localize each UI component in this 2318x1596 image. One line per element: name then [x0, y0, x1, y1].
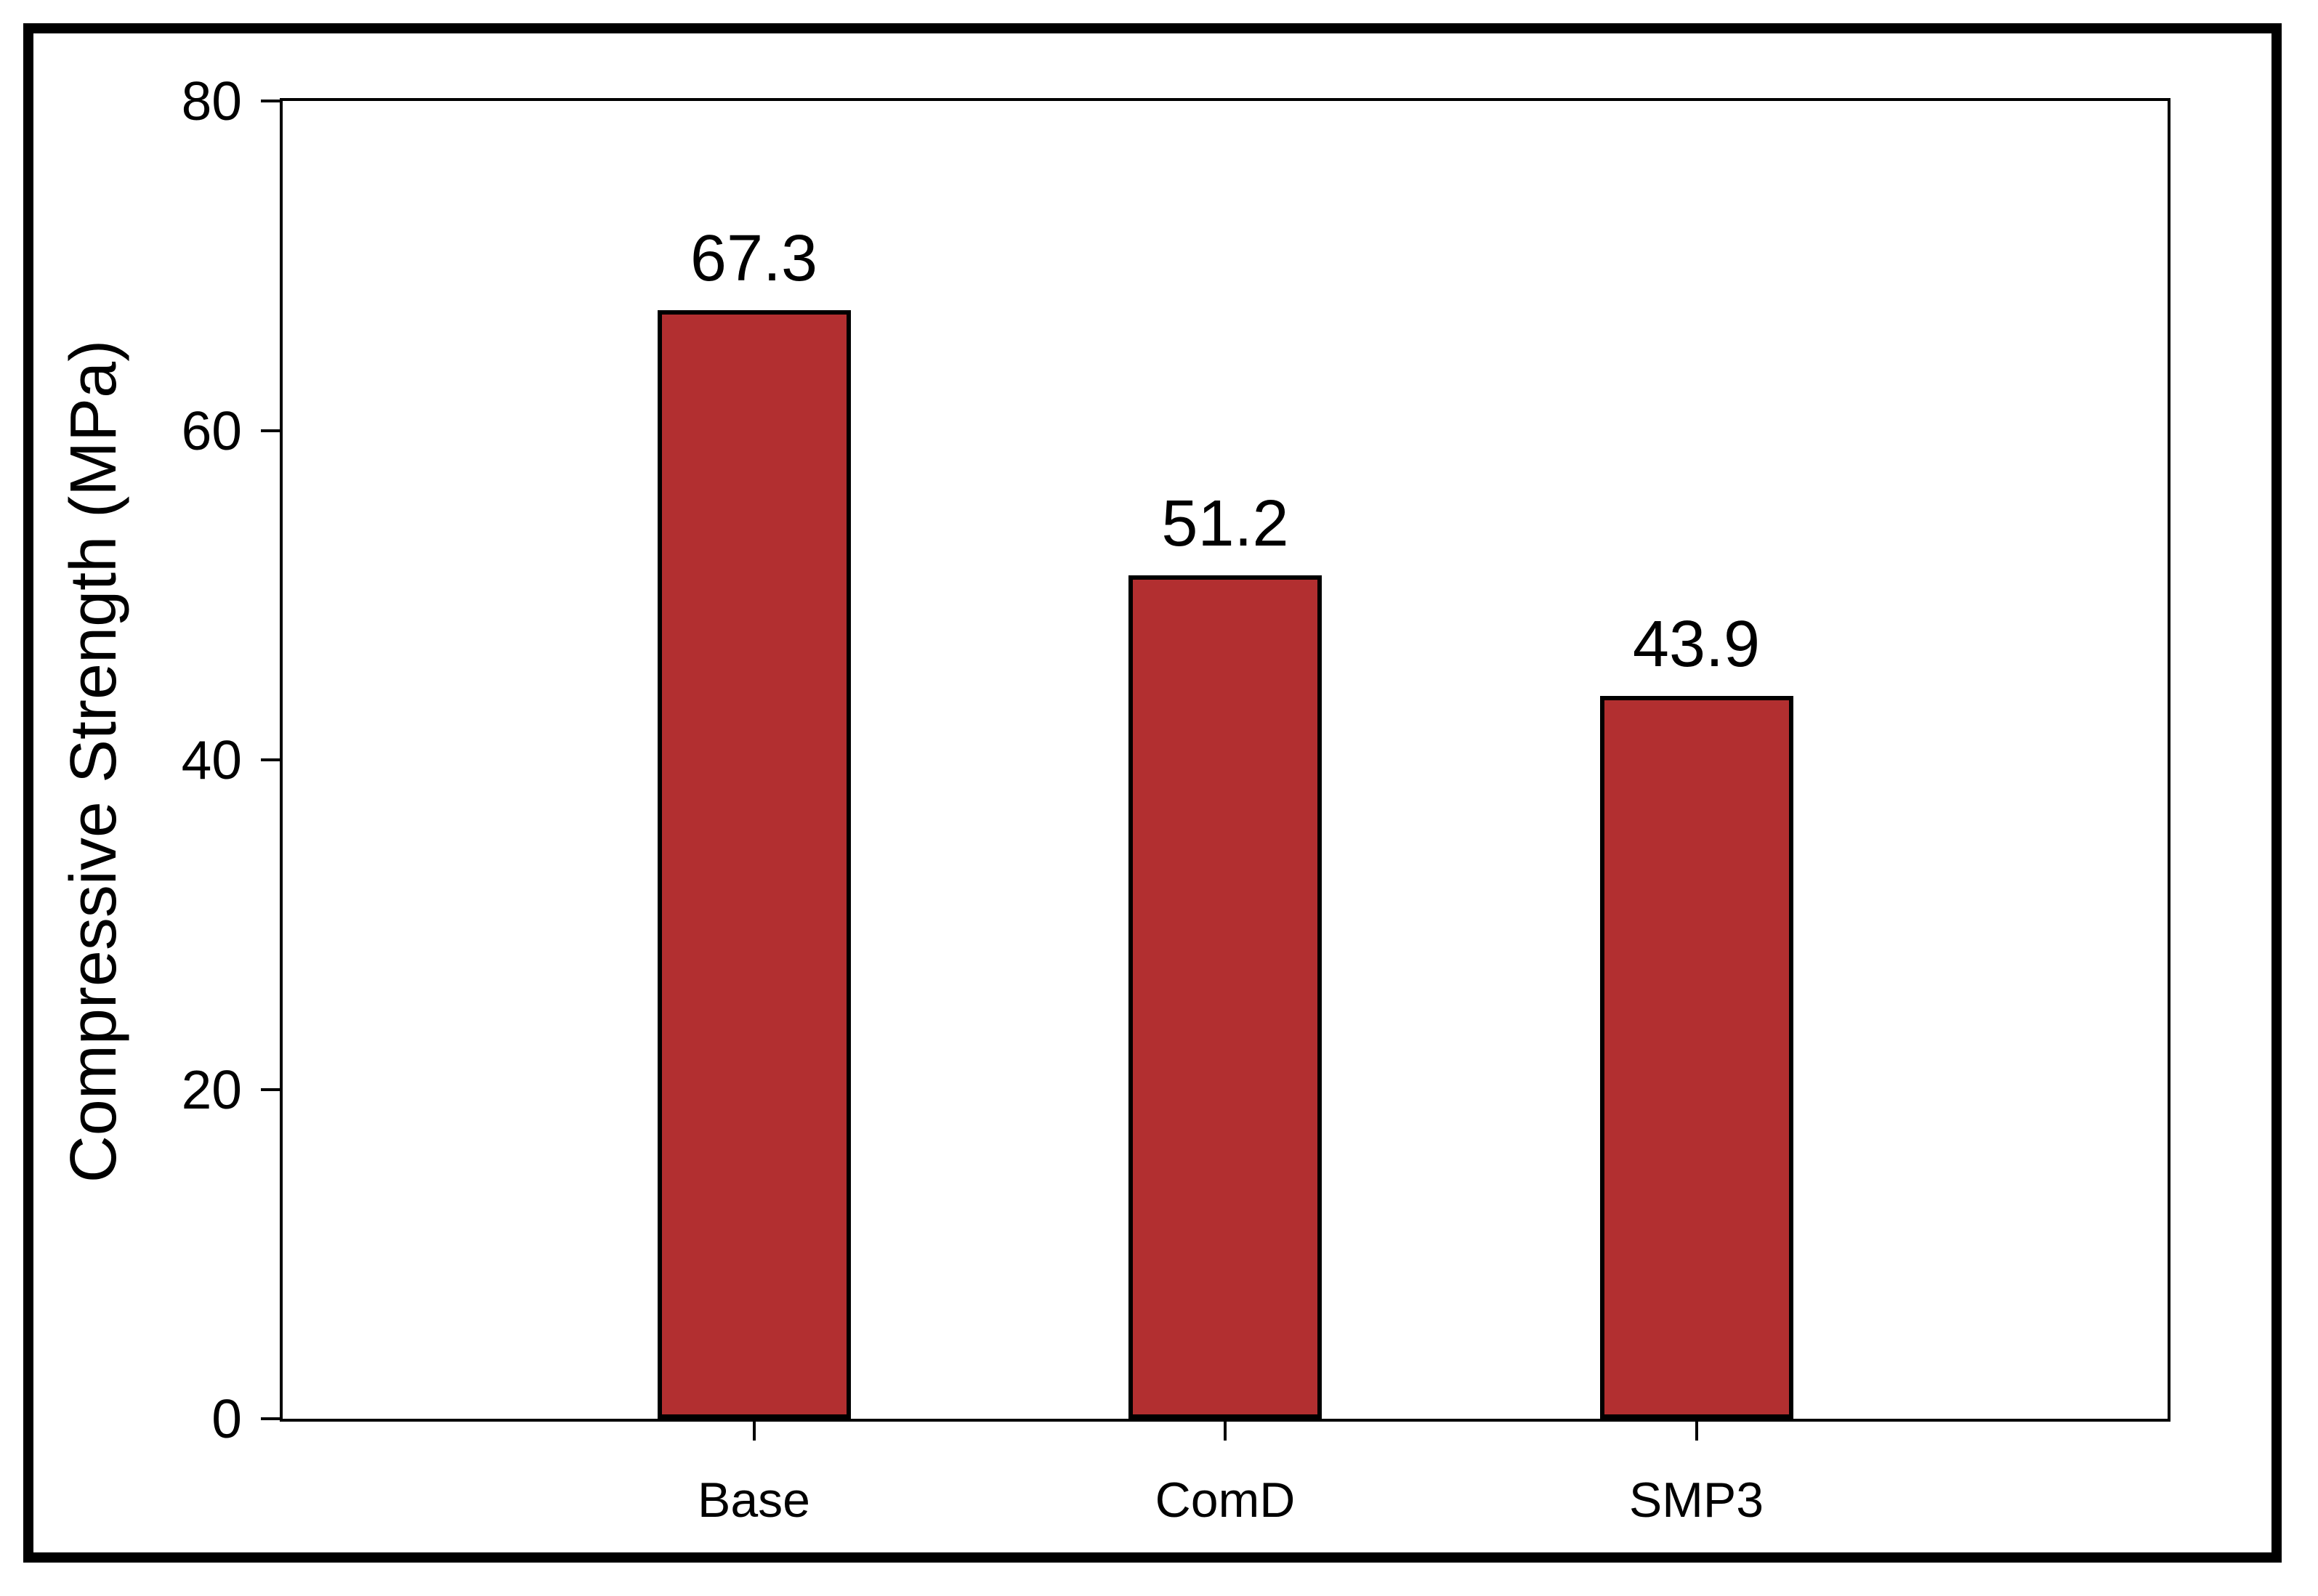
y-axis-tick — [261, 1417, 283, 1420]
y-axis-tick — [261, 758, 283, 761]
bar-base — [657, 309, 851, 1419]
x-axis-category-label: Base — [698, 1473, 810, 1528]
y-axis-tick-label: 40 — [181, 729, 242, 790]
bar-smp3 — [1599, 695, 1793, 1419]
y-axis-tick — [261, 429, 283, 432]
bar-value-label: 51.2 — [1161, 487, 1289, 561]
x-axis-category-label: SMP3 — [1628, 1473, 1764, 1528]
bar-value-label: 43.9 — [1632, 607, 1761, 681]
x-axis-tick — [752, 1419, 756, 1441]
bar-value-label: 67.3 — [690, 222, 818, 295]
bar-comd — [1128, 575, 1322, 1419]
x-axis-category-label: ComD — [1155, 1473, 1296, 1528]
plot-area: 0 20 40 60 80 67.3 Base 51.2 ComD 43.9 SMP3 — [182, 72, 2170, 1525]
y-axis-tick — [261, 100, 283, 102]
y-axis-tick — [261, 1087, 283, 1091]
y-axis-tick-label: 60 — [181, 400, 242, 461]
y-axis-title: Compressive Strength (MPa) — [57, 339, 130, 1183]
x-axis-tick — [1695, 1419, 1698, 1441]
y-axis-tick-label: 20 — [181, 1058, 242, 1120]
x-axis-tick — [1224, 1419, 1227, 1441]
figure-outer-border — [23, 23, 2282, 1563]
y-axis-tick-label: 80 — [181, 70, 242, 131]
y-axis-tick-label: 0 — [211, 1388, 242, 1449]
